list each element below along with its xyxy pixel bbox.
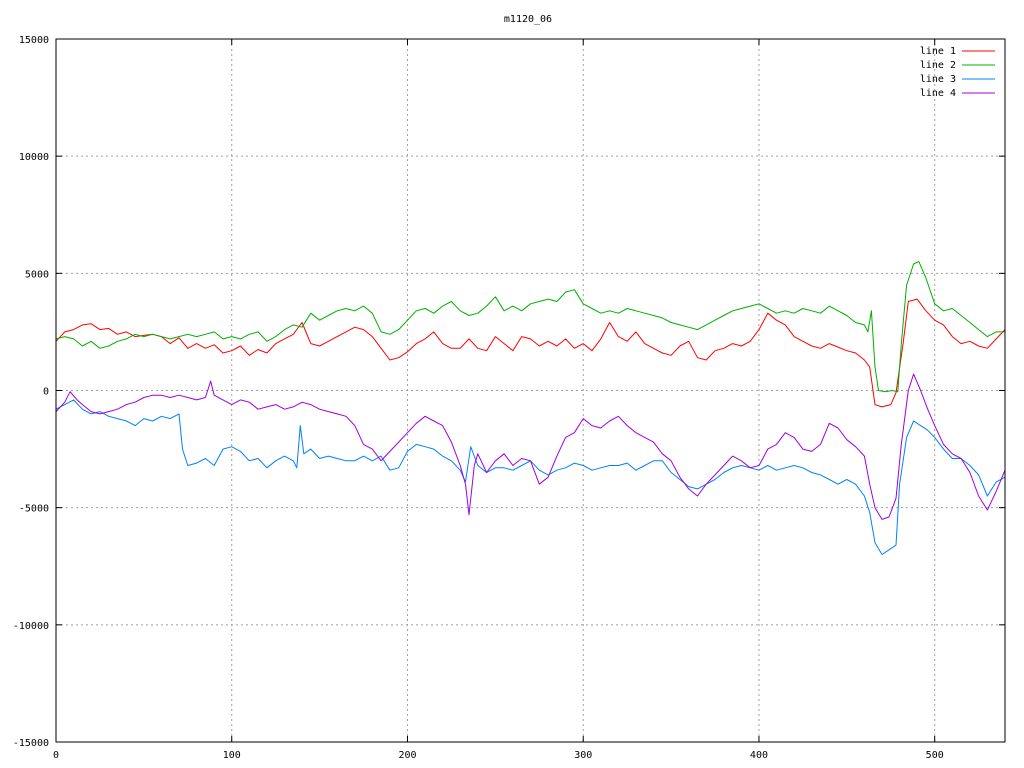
y-tick-label: 5000	[25, 269, 49, 280]
y-tick-label: 0	[43, 387, 49, 398]
legend-label: line 3	[920, 74, 956, 85]
y-tick-label: -5000	[19, 504, 49, 515]
legend: line 1 line 2 line 3 line 4	[920, 46, 995, 99]
y-tick-label: -10000	[13, 621, 49, 632]
axis-ticks: 0 100 200 300 400 500 -15000 -10000 -5000 0 5000 10…	[13, 35, 1005, 761]
x-tick-label: 100	[223, 750, 241, 761]
chart-title: m1120_06	[504, 14, 552, 25]
series-line-4	[55, 373, 1006, 520]
y-tick-label: 10000	[19, 152, 49, 163]
series-line-2	[55, 261, 1005, 393]
series-layer	[55, 261, 1006, 555]
y-tick-label: 15000	[19, 35, 49, 46]
legend-label: line 2	[920, 60, 956, 71]
grid-lines	[56, 39, 1005, 742]
x-tick-label: 400	[750, 750, 768, 761]
legend-label: line 4	[920, 88, 956, 99]
x-tick-label: 500	[926, 750, 944, 761]
x-tick-label: 200	[398, 750, 416, 761]
x-tick-label: 300	[574, 750, 592, 761]
legend-label: line 1	[920, 46, 956, 57]
y-tick-label: -15000	[13, 738, 49, 749]
series-line-3	[55, 399, 1006, 555]
series-line-1	[55, 298, 1006, 408]
x-tick-label: 0	[53, 750, 59, 761]
